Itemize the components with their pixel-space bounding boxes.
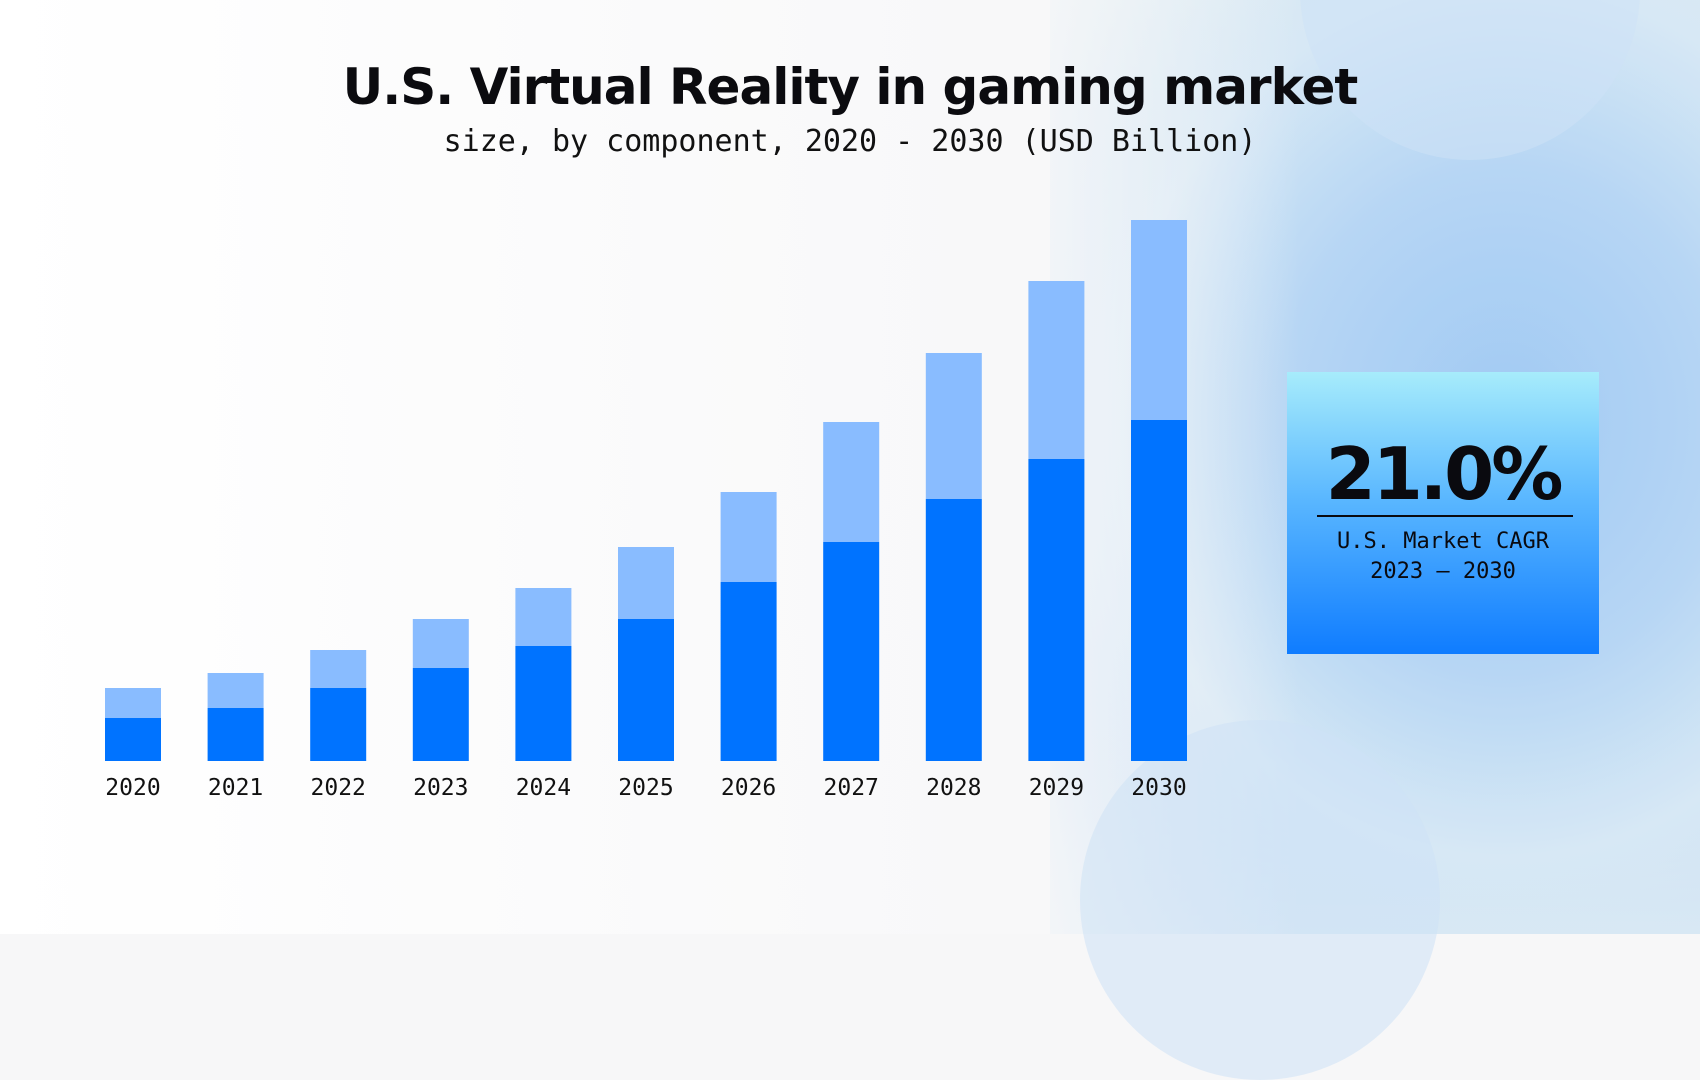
cagr-label: U.S. Market CAGR 2023 – 2030: [1287, 527, 1599, 587]
bar-2024-segment-1: [515, 646, 572, 761]
bar-2026-segment-1: [720, 582, 777, 761]
x-tick-label: 2030: [1131, 775, 1186, 801]
bar-chart: 2020 2021 2022 2023 2024 2025 2026 2027 2028 2029…: [105, 220, 1187, 801]
cagr-label-line1: U.S. Market CAGR: [1337, 529, 1549, 554]
x-tick-label: 2024: [516, 775, 571, 801]
chart-title: U.S. Virtual Reality in gaming market: [342, 58, 1359, 116]
bar-2020-segment-1: [105, 718, 161, 761]
cagr-callout: 21.0% U.S. Market CAGR 2023 – 2030: [1287, 372, 1599, 654]
bar-2024-segment-2: [515, 588, 572, 646]
bar-2029-segment-1: [1028, 459, 1085, 761]
x-tick-label: 2023: [413, 775, 468, 801]
cagr-divider: [1317, 515, 1573, 517]
bar-2028-segment-2: [925, 353, 982, 499]
bar-2021-segment-2: [207, 673, 264, 708]
bar-2030-segment-2: [1131, 220, 1187, 420]
bar-2026-segment-2: [720, 492, 777, 582]
bar-2029-segment-2: [1028, 281, 1085, 459]
chart-subtitle: size, by component, 2020 - 2030 (USD Bil…: [443, 124, 1257, 159]
x-tick-label: 2028: [926, 775, 981, 801]
bar-2027-segment-1: [823, 542, 880, 761]
bar-2022-segment-1: [310, 688, 367, 761]
x-tick-label: 2021: [208, 775, 263, 801]
cagr-value: 21.0%: [1325, 432, 1564, 516]
bar-2022-segment-2: [310, 650, 367, 688]
bar-2023-segment-2: [412, 619, 469, 668]
x-tick-label: 2026: [721, 775, 776, 801]
bar-2021-segment-1: [207, 708, 264, 761]
bar-2025-segment-2: [618, 547, 674, 619]
cagr-label-line2: 2023 – 2030: [1370, 559, 1516, 584]
bar-2028-segment-1: [925, 499, 982, 761]
bar-2027-segment-2: [823, 422, 880, 542]
bar-2020-segment-2: [105, 688, 161, 718]
bar-2023-segment-1: [412, 668, 469, 761]
x-tick-label: 2025: [618, 775, 673, 801]
x-tick-label: 2022: [311, 775, 366, 801]
x-tick-label: 2029: [1029, 775, 1084, 801]
bar-2025-segment-1: [618, 619, 674, 761]
x-tick-label: 2020: [105, 775, 160, 801]
x-tick-label: 2027: [824, 775, 879, 801]
bar-2030-segment-1: [1131, 420, 1187, 761]
